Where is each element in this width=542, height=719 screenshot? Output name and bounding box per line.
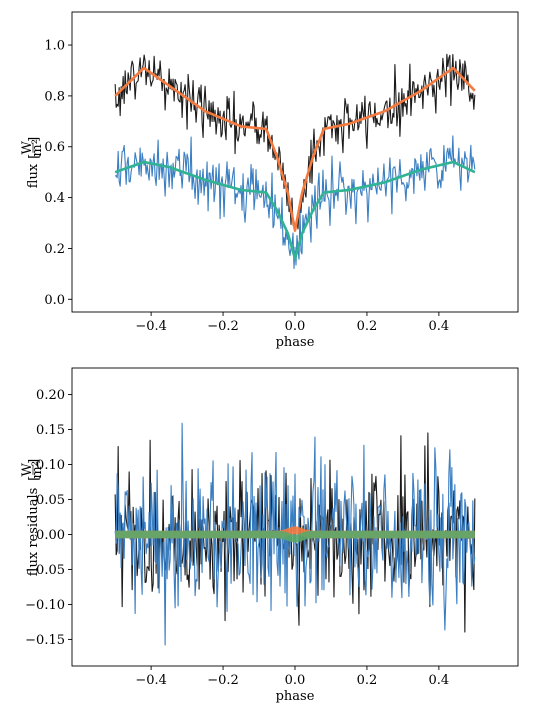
y-tick-label: 0.0 xyxy=(44,293,65,308)
series-1-residuals-line xyxy=(114,422,476,646)
x-tick-label: 0.4 xyxy=(429,673,450,688)
x-tick-label: 0.4 xyxy=(429,319,450,334)
x-tick-label: −0.4 xyxy=(135,673,167,688)
y-tick-label: −0.10 xyxy=(25,598,65,613)
series-1-model-line xyxy=(114,66,476,232)
residuals-panel: −0.4 −0.2 0.0 0.2 0.4 −0.15 −0.10 −0.05 0.00 0.05… xyxy=(20,367,519,704)
y-axis-label: flux residuals [Wm²] xyxy=(20,459,45,576)
x-axis-label: phase xyxy=(276,335,315,350)
y-tick-label: −0.15 xyxy=(25,633,65,648)
y-axis-unit-numerator: W xyxy=(20,140,35,154)
y-tick-label: 0.20 xyxy=(36,388,65,403)
y-tick-label: 0.2 xyxy=(44,242,65,257)
x-tick-label: 0.0 xyxy=(285,319,306,334)
y-tick-label: 0.00 xyxy=(36,528,65,543)
x-tick-label: 0.2 xyxy=(357,673,378,688)
y-tick-label: 0.4 xyxy=(44,191,65,206)
y-axis-label: flux [Wm²] xyxy=(20,137,45,188)
series-0-observed-line xyxy=(114,53,476,230)
y-tick-label: 0.6 xyxy=(44,140,65,155)
y-axis-label-text: flux residuals xyxy=(26,488,41,577)
y-tick-label: 0.05 xyxy=(36,493,65,508)
x-tick-label: −0.2 xyxy=(207,673,239,688)
series-3-model-band-line xyxy=(115,530,475,543)
y-axis-unit-denominator: m² xyxy=(30,461,45,479)
y-axis-label-bracket-open: [ xyxy=(27,154,42,159)
y-axis-unit-numerator: W xyxy=(20,462,35,476)
y-axis-label-bracket-close: ] xyxy=(27,137,42,142)
series-2-observed-line xyxy=(114,135,476,269)
y-axis-label-bracket-open: [ xyxy=(27,476,42,481)
y-axis-unit-denominator: m² xyxy=(30,139,45,157)
y-tick-label: 1.0 xyxy=(44,39,65,54)
y-tick-label: 0.8 xyxy=(44,89,65,104)
series-3-model-line xyxy=(114,160,476,260)
x-tick-label: −0.2 xyxy=(207,319,239,334)
x-tick-label: 0.2 xyxy=(357,319,378,334)
flux-panel: −0.4 −0.2 0.0 0.2 0.4 0.0 0.2 0.4 0.6 0.8 1.0 phase… xyxy=(20,11,519,350)
x-tick-label: 0.0 xyxy=(285,673,306,688)
y-axis-label-bracket-close: ] xyxy=(27,459,42,464)
y-tick-label: 0.15 xyxy=(36,423,65,438)
y-tick-label: −0.05 xyxy=(25,563,65,578)
y-tick-label: 0.10 xyxy=(36,458,65,473)
x-tick-label: −0.4 xyxy=(135,319,167,334)
y-axis-label-text: flux xyxy=(26,163,41,188)
x-axis-label: phase xyxy=(276,689,315,704)
